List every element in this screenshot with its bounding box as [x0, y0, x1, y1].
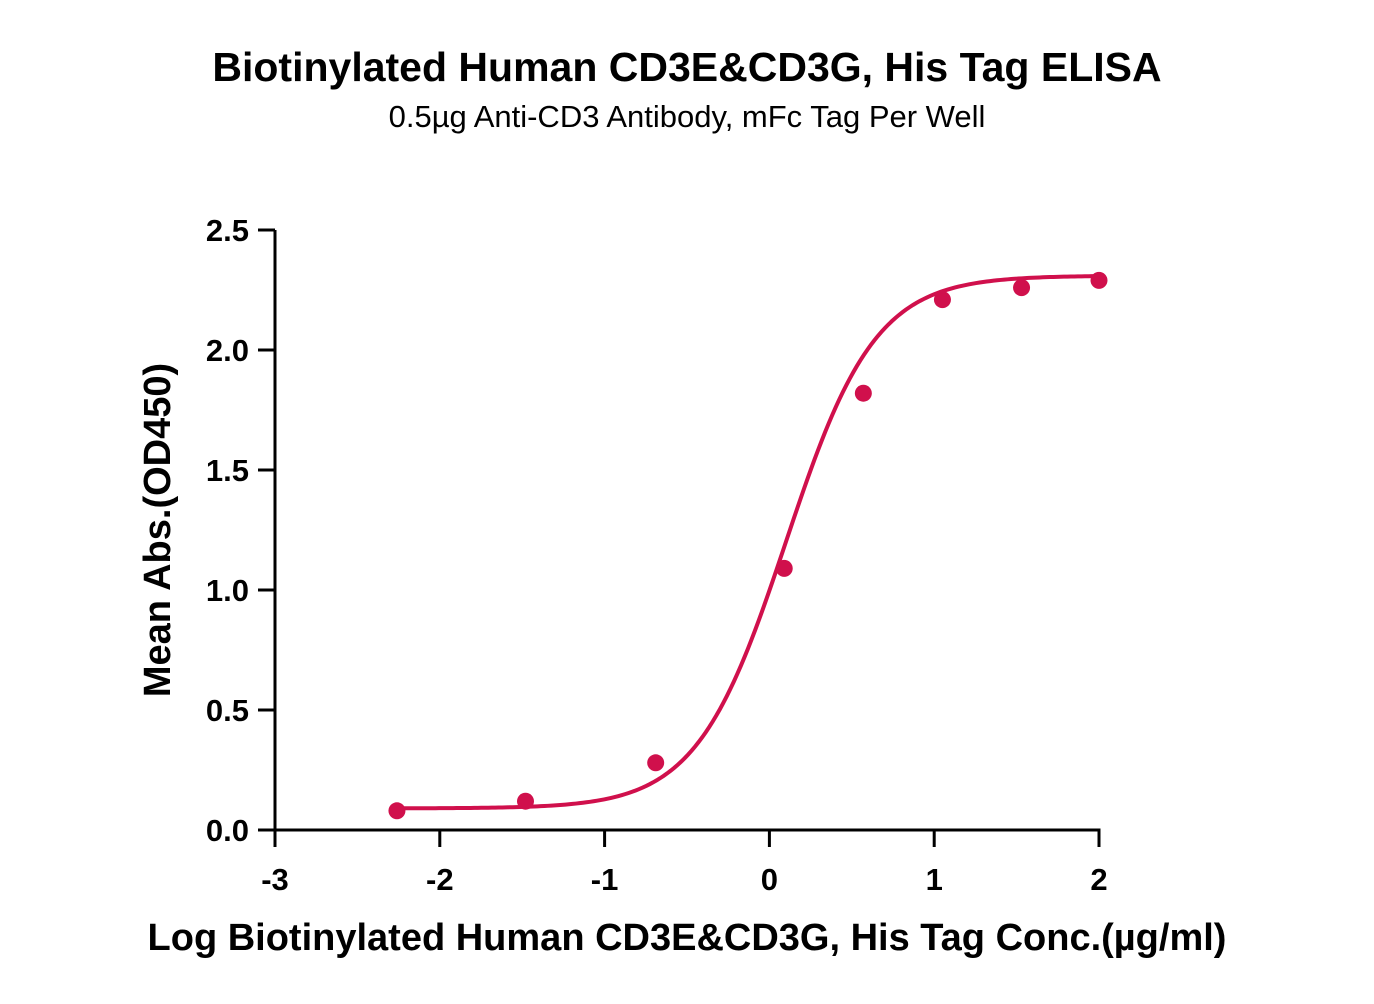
y-tick-label: 2.0 [206, 333, 249, 368]
y-axis-label: Mean Abs.(OD450) [137, 363, 179, 697]
y-tick-label: 1.5 [206, 453, 249, 488]
axes [273, 230, 1101, 832]
y-tick-label: 1.0 [206, 573, 249, 608]
chart-subtitle: 0.5µg Anti-CD3 Antibody, mFc Tag Per Wel… [388, 99, 986, 134]
x-tick-label: 1 [926, 862, 943, 897]
x-axis-label: Log Biotinylated Human CD3E&CD3G, His Ta… [148, 917, 1227, 959]
data-point [854, 384, 872, 402]
x-tick-label: -1 [591, 862, 619, 897]
y-tick-label: 0.5 [206, 693, 249, 728]
data-point [1090, 271, 1108, 289]
chart-title: Biotinylated Human CD3E&CD3G, His Tag EL… [212, 44, 1162, 90]
fit-curve [396, 274, 1100, 811]
data-points [388, 271, 1108, 820]
data-point [516, 792, 534, 810]
data-point [933, 291, 951, 309]
data-point [775, 559, 793, 577]
y-tick-label: 2.5 [206, 213, 249, 248]
data-point [647, 754, 665, 772]
x-tick-label: 2 [1090, 862, 1107, 897]
y-tick-label: 0.0 [206, 813, 249, 848]
x-tick-label: -3 [261, 862, 289, 897]
data-point [1013, 279, 1031, 297]
data-point [388, 802, 406, 820]
x-tick-label: -2 [426, 862, 454, 897]
ticks: 0.0 0.5 1.0 1.5 2.0 2.5 -3 -2 -1 0 1 2 [206, 213, 1108, 897]
x-tick-label: 0 [761, 862, 778, 897]
